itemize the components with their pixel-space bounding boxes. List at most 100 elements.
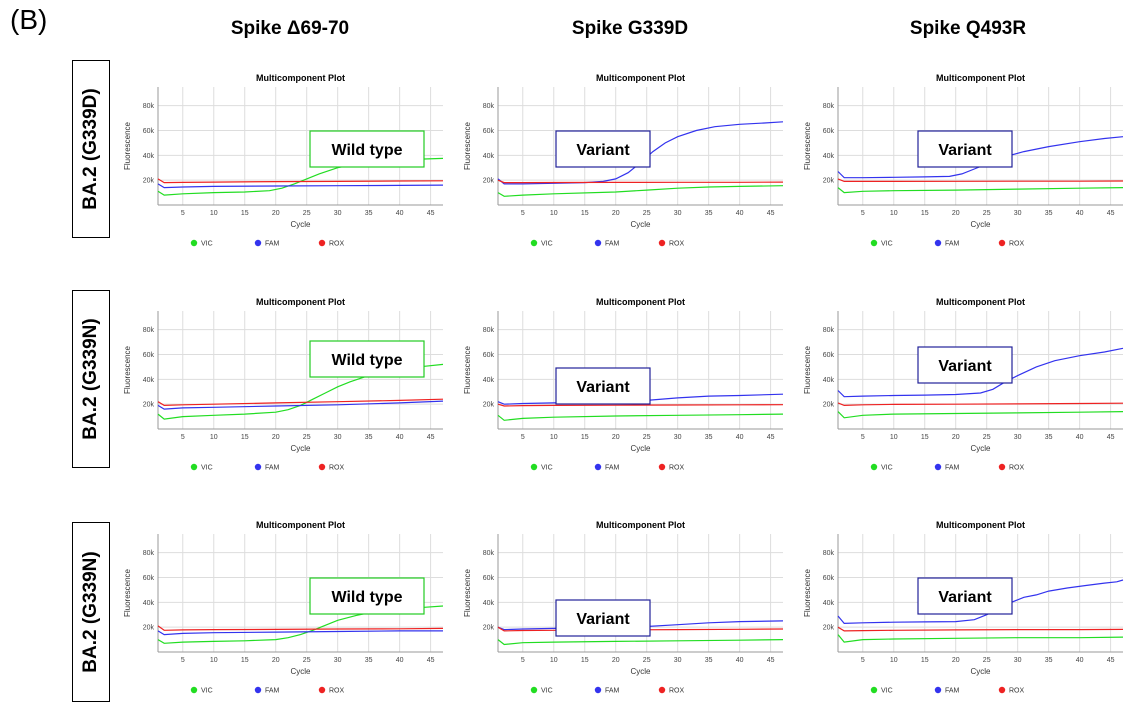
- annotation-box: [309, 130, 425, 168]
- x-tick-label: 20: [272, 657, 280, 664]
- x-tick-label: 10: [890, 657, 898, 664]
- x-tick-label: 30: [1014, 210, 1022, 217]
- x-tick-label: 40: [1076, 210, 1084, 217]
- x-tick-label: 5: [521, 210, 525, 217]
- series-vic-line: [837, 187, 1124, 194]
- y-tick-label: 40k: [143, 153, 155, 160]
- annotation-label: Wild type: [332, 352, 403, 369]
- plot-title: Multicomponent Plot: [936, 73, 1025, 83]
- y-tick-label: 40k: [823, 377, 835, 384]
- x-tick-label: 15: [581, 434, 589, 441]
- legend-marker-vic: [530, 686, 538, 694]
- legend-label-fam: FAM: [945, 241, 960, 248]
- series-fam-line: [157, 400, 444, 410]
- x-tick-label: 25: [643, 434, 651, 441]
- legend-marker-rox: [318, 463, 326, 471]
- legend-label-vic: VIC: [541, 241, 553, 248]
- x-tick-label: 35: [705, 434, 713, 441]
- x-tick-label: 15: [241, 657, 249, 664]
- series-rox-line: [157, 178, 444, 184]
- y-tick-label: 20k: [143, 625, 155, 632]
- y-tick-label: 20k: [483, 625, 495, 632]
- plot-9: Multicomponent Plot 20k 40k 60k 80k 5 10 15 20 25…: [803, 520, 1124, 695]
- y-tick-label: 20k: [823, 178, 835, 185]
- plot-title: Multicomponent Plot: [256, 73, 345, 83]
- x-tick-label: 5: [861, 657, 865, 664]
- legend-label-fam: FAM: [265, 688, 280, 695]
- x-tick-label: 20: [952, 657, 960, 664]
- series-vic-line: [497, 639, 784, 646]
- annotation-box: [555, 130, 651, 168]
- column-header-1: Spike Δ69-70: [230, 18, 350, 39]
- series-rox-line: [497, 403, 784, 407]
- x-axis-label: Cycle: [630, 220, 651, 229]
- y-tick-label: 80k: [823, 103, 835, 110]
- legend-label-rox: ROX: [669, 688, 685, 695]
- series-vic-line: [837, 634, 1124, 643]
- legend-label-fam: FAM: [265, 241, 280, 248]
- x-tick-label: 35: [365, 434, 373, 441]
- x-axis-label: Cycle: [290, 220, 311, 229]
- x-tick-label: 10: [550, 434, 558, 441]
- plot-6: Multicomponent Plot 20k 40k 60k 80k 5 10 15 20 25…: [803, 297, 1124, 472]
- plot-title: Multicomponent Plot: [936, 520, 1025, 530]
- legend-marker-rox: [998, 239, 1006, 247]
- legend-label-vic: VIC: [881, 241, 893, 248]
- x-tick-label: 35: [705, 210, 713, 217]
- y-tick-label: 20k: [483, 402, 495, 409]
- column-header-2: Spike G339D: [571, 18, 689, 39]
- y-tick-label: 20k: [143, 402, 155, 409]
- annotation-label: Variant: [576, 611, 630, 628]
- y-tick-label: 80k: [483, 550, 495, 557]
- series-fam-line: [157, 630, 443, 636]
- x-tick-label: 20: [612, 434, 620, 441]
- series-fam-line: [837, 136, 1124, 179]
- x-tick-label: 15: [581, 657, 589, 664]
- x-axis-label: Cycle: [970, 667, 991, 676]
- x-tick-label: 15: [581, 210, 589, 217]
- x-tick-label: 40: [396, 210, 404, 217]
- legend-label-rox: ROX: [329, 241, 345, 248]
- y-axis-label: Fluorescence: [123, 345, 132, 394]
- x-tick-label: 10: [210, 434, 218, 441]
- x-tick-label: 30: [1014, 657, 1022, 664]
- x-tick-label: 45: [767, 657, 775, 664]
- y-tick-label: 20k: [483, 178, 495, 185]
- legend-marker-fam: [254, 686, 262, 694]
- x-tick-label: 20: [612, 210, 620, 217]
- x-tick-label: 45: [1107, 434, 1115, 441]
- legend-label-fam: FAM: [605, 688, 620, 695]
- annotation-box: [917, 577, 1013, 615]
- legend-marker-fam: [934, 686, 942, 694]
- x-tick-label: 5: [181, 657, 185, 664]
- x-tick-label: 45: [767, 210, 775, 217]
- x-tick-label: 20: [272, 210, 280, 217]
- series-rox-line: [157, 625, 444, 631]
- y-axis-label: Fluorescence: [463, 121, 472, 170]
- annotation-label: Variant: [576, 379, 630, 396]
- legend-label-rox: ROX: [1009, 241, 1025, 248]
- y-tick-label: 20k: [143, 178, 155, 185]
- y-tick-label: 40k: [143, 600, 155, 607]
- legend-marker-rox: [658, 463, 666, 471]
- series-vic-line: [837, 411, 1124, 419]
- plot-title: Multicomponent Plot: [596, 520, 685, 530]
- legend-marker-fam: [254, 463, 262, 471]
- x-tick-label: 35: [1045, 434, 1053, 441]
- legend-label-vic: VIC: [881, 465, 893, 472]
- legend-label-rox: ROX: [1009, 688, 1025, 695]
- x-tick-label: 30: [674, 210, 682, 217]
- x-tick-label: 5: [521, 434, 525, 441]
- legend-label-vic: VIC: [541, 465, 553, 472]
- x-tick-label: 20: [952, 210, 960, 217]
- legend-label-vic: VIC: [201, 241, 213, 248]
- plot-title: Multicomponent Plot: [936, 297, 1025, 307]
- x-tick-label: 40: [396, 434, 404, 441]
- x-tick-label: 10: [210, 210, 218, 217]
- series-vic-line: [497, 413, 784, 421]
- annotation-label: Variant: [938, 589, 992, 606]
- legend-label-fam: FAM: [265, 465, 280, 472]
- panel-label: (B): [10, 4, 48, 35]
- x-tick-label: 40: [736, 434, 744, 441]
- x-tick-label: 25: [303, 434, 311, 441]
